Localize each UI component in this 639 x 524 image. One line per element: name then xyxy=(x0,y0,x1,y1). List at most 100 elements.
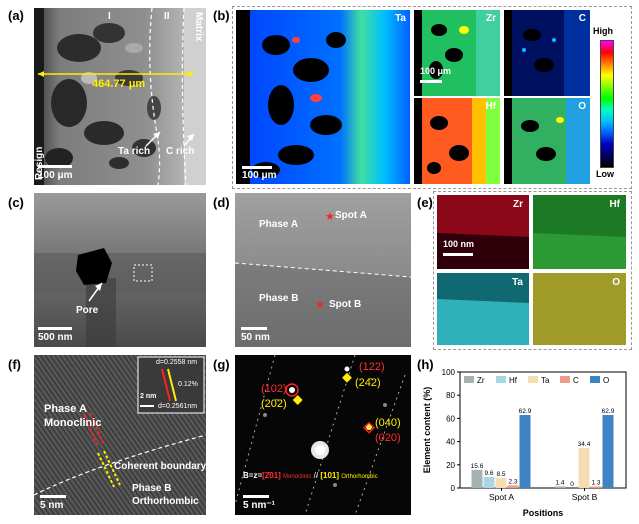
panel-d-scalebar xyxy=(241,327,267,330)
bar-spot-b-c xyxy=(590,486,602,488)
panel-a-label: (a) xyxy=(8,8,24,23)
hf-map-label: Hf xyxy=(485,101,496,112)
inset-pct-label: 0.12% xyxy=(178,381,198,388)
panel-c-stem-image: Pore 500 nm xyxy=(34,193,206,347)
f-phase-a-type: Monoclinic xyxy=(44,417,102,429)
x-axis-label: Positions xyxy=(523,508,564,518)
legend-swatch-zr xyxy=(464,376,474,383)
data-label-spot-a-c: 2.3 xyxy=(508,478,517,485)
panel-e-frame xyxy=(433,191,632,350)
colorbar-low-label: Low xyxy=(596,169,614,179)
panel-h-label: (h) xyxy=(417,357,434,372)
panel-g-scale-label: 5 nm⁻¹ xyxy=(243,500,275,511)
panel-f-label: (f) xyxy=(8,357,21,372)
o-map: O xyxy=(504,98,590,184)
x-tick-label-0: Spot A xyxy=(489,492,514,502)
panel-a-scalebar xyxy=(38,165,72,168)
c-map-label: C xyxy=(578,13,586,24)
zr-map-scalebar xyxy=(420,80,442,83)
bar-spot-b-ta xyxy=(578,448,590,488)
ta-map-scale-label: 100 μm xyxy=(242,170,277,181)
f-phase-a-label: Phase A xyxy=(44,403,88,415)
data-label-spot-a-ta: 8.5 xyxy=(496,471,505,478)
region-1-label: I xyxy=(108,11,111,22)
panel-g-scalebar xyxy=(243,495,269,498)
data-label-spot-a-zr: 15.6 xyxy=(471,463,484,470)
ta-map-scalebar xyxy=(242,166,272,169)
coherent-boundary-label: Coherent boundary xyxy=(114,461,206,472)
colorbar xyxy=(600,40,614,168)
data-label-spot-b-o: 62.9 xyxy=(602,408,615,415)
bar-spot-b-zr xyxy=(554,486,566,488)
bar-spot-a-c xyxy=(507,485,519,488)
legend-swatch-ta xyxy=(528,376,538,383)
phase-a-label: Phase A xyxy=(259,219,299,230)
legend-label-hf: Hf xyxy=(509,376,518,385)
panel-d-stem-image: ★ ★ Phase A Spot A Phase B Spot B 50 nm xyxy=(235,193,411,347)
panel-c-scalebar xyxy=(38,327,72,330)
y-tick-label-0: 0 xyxy=(451,484,456,493)
f-phase-b-label: Phase B xyxy=(132,483,172,494)
zone-mono: [2̄01] xyxy=(262,471,281,480)
y-tick-label-5: 100 xyxy=(442,368,456,377)
panel-e-scale-label: 100 nm xyxy=(443,239,475,249)
panel-g-saed-pattern: (102) (20̄2) (122) (24̄2) (040) (020) B=… xyxy=(235,355,411,515)
region-2-label: II xyxy=(164,11,170,22)
panel-d-label: (d) xyxy=(213,195,230,210)
zr-eds-map: Zr 100 nm xyxy=(437,195,529,269)
svg-text:★: ★ xyxy=(325,211,335,223)
svg-text:★: ★ xyxy=(315,299,325,311)
data-label-spot-b-hf: 0 xyxy=(570,481,574,488)
spot-b-label: Spot B xyxy=(329,299,362,310)
zr-map-label: Zr xyxy=(486,13,496,24)
legend-swatch-o xyxy=(590,376,600,383)
zone-ortho: [101] xyxy=(320,471,340,480)
bar-spot-a-hf xyxy=(483,476,495,488)
o-map-label: O xyxy=(578,101,586,112)
ta-eds-label: Ta xyxy=(512,277,523,288)
inset-d1-label: d=0.2558 nm xyxy=(156,359,198,366)
panel-e-scalebar xyxy=(443,253,473,256)
hf-eds-map: Hf xyxy=(533,195,626,269)
data-label-spot-a-o: 62.9 xyxy=(519,408,532,415)
measure-label: 464.77 μm xyxy=(92,78,146,90)
panel-e-label: (e) xyxy=(417,195,433,210)
panel-b-label: (b) xyxy=(213,8,230,23)
c-rich-label: C rich xyxy=(166,146,195,157)
panel-f-scalebar xyxy=(40,495,66,498)
element-content-chart: 0 20 40 60 80 100 Element content (%) Positions… xyxy=(422,368,627,518)
spot-202-label: (20̄2) xyxy=(261,398,287,410)
legend-swatch-hf xyxy=(496,376,506,383)
y-tick-label-2: 40 xyxy=(446,438,455,447)
o-eds-label: O xyxy=(612,277,620,288)
panel-d-scale-label: 50 nm xyxy=(241,332,270,343)
inset-scale-label: 2 nm xyxy=(140,393,157,400)
x-tick-label-1: Spot B xyxy=(572,492,598,502)
panel-f-scale-label: 5 nm xyxy=(40,500,64,511)
legend-label-o: O xyxy=(603,376,609,385)
spot-102-label: (102) xyxy=(261,383,287,395)
panel-g-label: (g) xyxy=(213,357,230,372)
data-label-spot-a-hf: 9.6 xyxy=(484,470,493,477)
hf-eds-label: Hf xyxy=(609,199,620,210)
panel-f-hrtem-image: Phase A Monoclinic Coherent boundary Pha… xyxy=(34,355,206,515)
legend-swatch-c xyxy=(560,376,570,383)
y-tick-label-1: 20 xyxy=(446,461,455,470)
y-tick-label-3: 60 xyxy=(446,414,455,423)
zr-eds-label: Zr xyxy=(513,199,523,210)
pore-label: Pore xyxy=(76,305,99,316)
data-label-spot-b-c: 1.3 xyxy=(591,479,600,486)
legend-label-ta: Ta xyxy=(541,376,550,385)
zone-prefix: B=z= xyxy=(243,471,263,480)
zone-ortho-name: Orthorhombic xyxy=(341,474,378,480)
panel-c-scale-label: 500 nm xyxy=(38,332,73,343)
y-tick-label-4: 80 xyxy=(446,391,455,400)
c-map: C xyxy=(504,10,590,96)
bar-spot-a-zr xyxy=(471,469,483,488)
bar-spot-a-ta xyxy=(495,478,507,488)
hf-map: Hf xyxy=(414,98,500,184)
zone-axis-label: B=z=[2̄01] Monoclinic // [101] Orthorhom… xyxy=(243,471,378,480)
zone-mono-name: Monoclinic xyxy=(283,474,312,480)
ta-map-label: Ta xyxy=(395,13,406,24)
spot-040-label: (040) xyxy=(375,417,401,429)
